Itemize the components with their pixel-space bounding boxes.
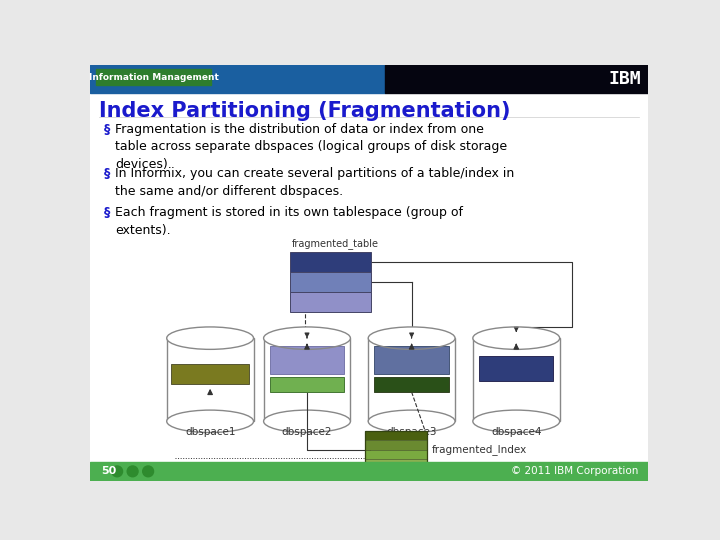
Text: fragmented_table: fragmented_table [292, 238, 379, 249]
Text: 50: 50 [102, 467, 117, 476]
Bar [264, 338, 351, 421]
Text: §: § [104, 206, 110, 219]
Bar [365, 440, 427, 450]
Text: Each fragment is stored in its own tablespace (group of
extents).: Each fragment is stored in its own table… [114, 206, 463, 237]
Bar [96, 70, 211, 85]
Text: Information Management: Information Management [89, 72, 218, 82]
Bar [384, 65, 648, 92]
Text: fragmented_Index: fragmented_Index [432, 444, 527, 455]
Text: dbspace1: dbspace1 [185, 427, 235, 437]
Bar [270, 346, 344, 374]
Bar [365, 430, 427, 469]
Ellipse shape [473, 327, 559, 349]
Text: dbspace3: dbspace3 [387, 427, 437, 437]
Bar [290, 292, 371, 312]
Circle shape [143, 466, 153, 477]
Bar [479, 356, 554, 381]
Text: © 2011 IBM Corporation: © 2011 IBM Corporation [511, 467, 639, 476]
Text: §: § [104, 123, 110, 136]
Ellipse shape [368, 327, 455, 349]
Circle shape [112, 466, 122, 477]
Bar [290, 252, 371, 272]
Text: dbspace2: dbspace2 [282, 427, 332, 437]
Bar [171, 363, 249, 383]
Text: In Informix, you can create several partitions of a table/index in
the same and/: In Informix, you can create several part… [114, 167, 514, 198]
Ellipse shape [167, 327, 253, 349]
Text: Fragmentation is the distribution of data or index from one
table across separat: Fragmentation is the distribution of dat… [114, 123, 507, 171]
Bar [374, 377, 449, 392]
Text: Index Partitioning (Fragmentation): Index Partitioning (Fragmentation) [99, 101, 510, 121]
Text: dbspace4: dbspace4 [491, 427, 541, 437]
Ellipse shape [264, 327, 351, 349]
Ellipse shape [473, 410, 559, 433]
Ellipse shape [264, 410, 351, 433]
Bar [365, 450, 427, 460]
Bar [374, 346, 449, 374]
Text: IBM: IBM [608, 70, 641, 87]
Bar [473, 338, 559, 421]
Text: §: § [104, 167, 110, 180]
Circle shape [127, 466, 138, 477]
Bar [368, 338, 455, 421]
Bar [90, 462, 648, 481]
Bar [270, 377, 344, 392]
Bar [90, 65, 384, 92]
Ellipse shape [167, 410, 253, 433]
Bar [365, 460, 427, 469]
Bar [365, 430, 427, 440]
Bar [167, 338, 253, 421]
Ellipse shape [368, 410, 455, 433]
Bar [290, 272, 371, 292]
